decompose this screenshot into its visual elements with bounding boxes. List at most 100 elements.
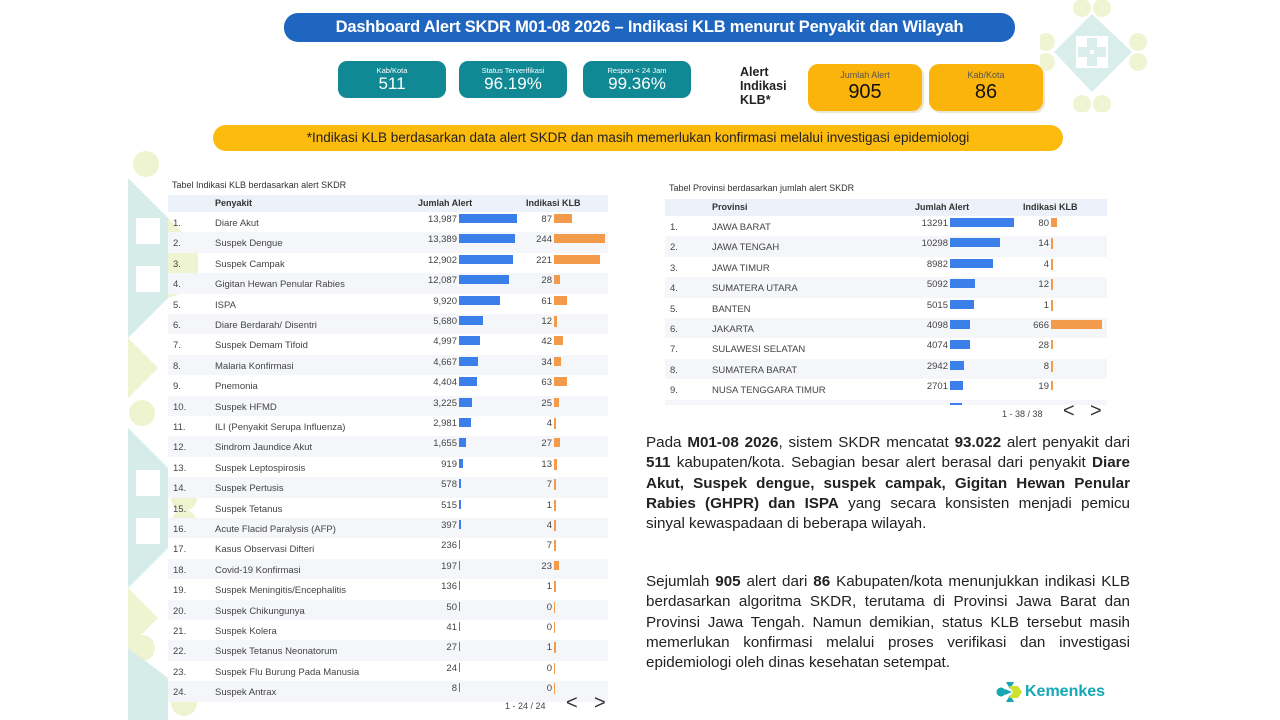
province-name: JAWA TENGAH (712, 242, 780, 254)
table-row[interactable]: 3. Suspek Campak 12,902 221 (168, 253, 608, 273)
table-row[interactable]: 12. Sindrom Jaundice Akut 1,655 27 (168, 436, 608, 457)
alert-bar (459, 356, 479, 366)
table-row[interactable]: 7. SULAWESI SELATAN 4074 28 (665, 338, 1107, 358)
column-header-jumlah-alert[interactable]: Jumlah Alert (915, 202, 970, 212)
table-row[interactable]: 5. ISPA 9,920 61 (168, 294, 608, 314)
table-row[interactable]: 22. Suspek Tetanus Neonatorum 27 1 (168, 640, 608, 661)
alert-count: 919 (441, 458, 457, 470)
klb-bar (554, 316, 557, 327)
table-row[interactable]: 1. Diare Akut 13,987 87 (168, 212, 608, 232)
alert-bar (459, 275, 510, 285)
table-row[interactable]: 10. Suspek HFMD 3,225 25 (168, 395, 608, 416)
alert-count: 13,987 (427, 214, 457, 225)
alert-count: 515 (441, 499, 457, 511)
row-number: 6. (173, 320, 181, 331)
alert-count: 5015 (926, 299, 948, 311)
alert-bar (950, 258, 994, 268)
narrative-paragraph-2: Sejumlah 905 alert dari 86 Kabupaten/kot… (646, 572, 1130, 673)
alert-bar (950, 279, 975, 289)
klb-count: 12 (541, 316, 552, 327)
klb-count: 7 (546, 540, 552, 552)
disease-name: Suspek Dengue (215, 238, 283, 250)
table-row[interactable]: 20. Suspek Chikungunya 50 0 (168, 599, 608, 620)
disease-name: Covid-19 Konfirmasi (215, 564, 301, 576)
table-row[interactable]: 14. Suspek Pertusis 578 7 (168, 477, 608, 498)
alert-bar (459, 540, 460, 550)
klb-bar (554, 377, 568, 387)
alert-count: 3,225 (433, 397, 457, 409)
table-row[interactable]: 2. Suspek Dengue 13,389 244 (168, 232, 608, 253)
kpi-status-terverifikasi: Status Terverifikasi 96.19% (459, 61, 567, 98)
klb-section-label: Alert Indikasi KLB* (740, 65, 800, 107)
table-row[interactable]: 5. BANTEN 5015 1 (665, 298, 1107, 318)
column-header-indikasi-klb[interactable]: Indikasi KLB (1023, 202, 1078, 212)
disease-next-page-button[interactable]: > (594, 692, 606, 714)
table-row[interactable]: 16. Acute Flacid Paralysis (AFP) 397 4 (168, 518, 608, 539)
column-header-provinsi[interactable]: Provinsi (712, 202, 748, 212)
klb-card-value: 905 (848, 81, 882, 103)
klb-bar (1051, 299, 1053, 311)
klb-bar (554, 499, 556, 511)
alert-bar (950, 340, 970, 350)
klb-bar (1051, 360, 1053, 372)
alert-count: 13,389 (427, 234, 457, 246)
dashboard-title: Dashboard Alert SKDR M01-08 2026 – Indik… (284, 13, 1015, 42)
table-row[interactable]: 6. JAKARTA 4098 666 (665, 318, 1107, 339)
table-row[interactable]: 11. ILI (Penyakit Serupa Influenza) 2,981 4 (168, 416, 608, 436)
narrative-highlight: 511 (646, 454, 671, 472)
disease-prev-page-button[interactable]: < (566, 692, 578, 714)
column-header-indikasi-klb[interactable]: Indikasi KLB (526, 198, 581, 208)
table-row[interactable]: 9. Pnemonia 4,404 63 (168, 375, 608, 395)
table-row[interactable]: 21. Suspek Kolera 41 0 (168, 620, 608, 640)
table-row[interactable]: 8. SUMATERA BARAT 2942 8 (665, 358, 1107, 380)
ornament-top-right-icon (1040, 0, 1147, 112)
table-row[interactable]: 6. Diare Berdarah/ Disentri 5,680 12 (168, 314, 608, 335)
row-number: 13. (173, 462, 187, 474)
table-row[interactable]: 8. Malaria Konfirmasi 4,667 34 (168, 354, 608, 376)
province-name: JAWA BARAT (712, 222, 771, 233)
alert-bar (459, 377, 478, 387)
klb-count: 34 (541, 356, 552, 368)
row-number: 1. (173, 218, 181, 229)
province-prev-page-button[interactable]: < (1063, 400, 1075, 422)
disease-name: Suspek Kolera (215, 626, 277, 637)
narrative-highlight: 905 (715, 573, 741, 590)
disease-name: Malaria Konfirmasi (215, 360, 294, 372)
table-row[interactable]: 15. Suspek Tetanus 515 1 (168, 498, 608, 518)
alert-bar (950, 402, 962, 405)
table-row[interactable]: 19. Suspek Meningitis/Encephalitis 136 1 (168, 579, 608, 599)
table-row[interactable]: 4. SUMATERA UTARA 5092 12 (665, 277, 1107, 298)
alert-count: 4,997 (433, 336, 457, 348)
table-row[interactable]: 2. JAWA TENGAH 10298 14 (665, 236, 1107, 257)
alert-count: 397 (441, 520, 457, 531)
disease-table: Penyakit Jumlah Alert Indikasi KLB 1. Dia… (168, 195, 608, 705)
table-row[interactable]: 23. Suspek Flu Burung Pada Manusia 24 0 (168, 661, 608, 681)
table-row[interactable]: 13. Suspek Leptospirosis 919 13 (168, 457, 608, 477)
klb-bar (554, 336, 563, 346)
table-row[interactable]: 24. Suspek Antrax 8 0 (168, 681, 608, 702)
disease-name: Suspek Flu Burung Pada Manusia (215, 666, 360, 678)
table-row[interactable]: 9. NUSA TENGGARA TIMUR 2701 19 (665, 379, 1107, 399)
klb-count: 63 (541, 377, 552, 389)
table-row[interactable]: 1. JAWA BARAT 13291 80 (665, 216, 1107, 236)
narrative-text: Sejumlah (646, 573, 716, 590)
column-header-penyakit[interactable]: Penyakit (215, 198, 253, 208)
table-row[interactable]: 3. JAWA TIMUR 8982 4 (665, 257, 1107, 277)
table-row[interactable]: 4. Gigitan Hewan Penular Rabies 12,087 28 (168, 273, 608, 294)
kemenkes-logo: Kemenkes (996, 680, 1105, 704)
klb-count: 13 (541, 458, 552, 470)
alert-count: 1,655 (433, 438, 457, 450)
klb-count: 27 (541, 438, 552, 450)
table-row[interactable]: 18. Covid-19 Konfirmasi 197 23 (168, 558, 608, 580)
alert-count: 2942 (926, 360, 948, 372)
kpi-value: 96.19% (484, 74, 542, 93)
klb-bar (554, 560, 559, 570)
column-header-jumlah-alert[interactable]: Jumlah Alert (418, 198, 473, 208)
table-row[interactable]: 7. Suspek Demam Tifoid 4,997 42 (168, 334, 608, 354)
row-number: 1. (670, 222, 678, 233)
province-next-page-button[interactable]: > (1090, 400, 1102, 422)
row-number: 14. (173, 483, 187, 495)
table-row[interactable]: 17. Kasus Observasi Difteri 236 7 (168, 538, 608, 558)
klb-count: 1 (546, 581, 552, 593)
row-number: 24. (173, 687, 187, 699)
